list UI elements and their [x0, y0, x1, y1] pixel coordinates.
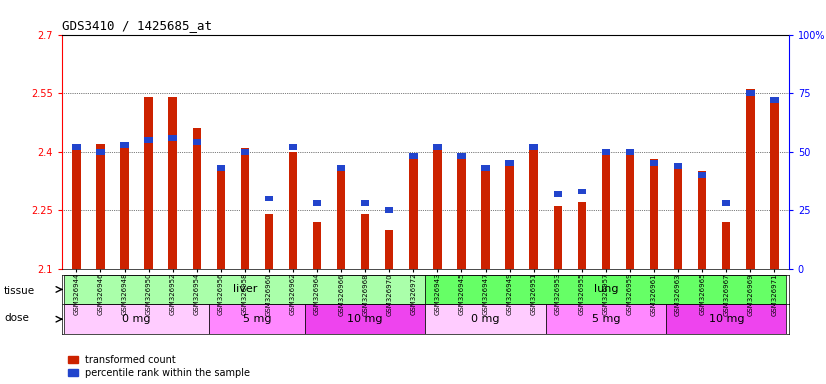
- Bar: [650, 161, 658, 166]
- Bar: [482, 167, 490, 269]
- Bar: [458, 154, 466, 159]
- Bar: [192, 139, 201, 145]
- Bar: [169, 135, 177, 141]
- Bar: [240, 149, 249, 155]
- Bar: [546, 304, 666, 334]
- Bar: [433, 144, 442, 150]
- Text: lung: lung: [594, 285, 618, 295]
- Bar: [482, 165, 490, 171]
- Bar: [264, 195, 273, 202]
- Bar: [425, 304, 546, 334]
- Text: dose: dose: [4, 313, 29, 323]
- Bar: [722, 200, 730, 206]
- Text: 5 mg: 5 mg: [591, 314, 620, 324]
- Bar: [97, 149, 105, 155]
- Bar: [289, 152, 297, 269]
- Bar: [289, 144, 297, 150]
- Bar: [425, 275, 786, 304]
- Bar: [216, 165, 225, 171]
- Bar: [121, 142, 129, 147]
- Bar: [577, 202, 586, 269]
- Bar: [361, 200, 369, 206]
- Bar: [72, 144, 81, 269]
- Bar: [722, 222, 730, 269]
- Bar: [770, 97, 779, 103]
- Bar: [529, 144, 538, 150]
- Bar: [506, 161, 514, 166]
- Bar: [361, 214, 369, 269]
- Bar: [674, 163, 682, 169]
- Bar: [64, 304, 209, 334]
- Text: GDS3410 / 1425685_at: GDS3410 / 1425685_at: [62, 19, 212, 32]
- Bar: [601, 149, 610, 155]
- Bar: [666, 304, 786, 334]
- Bar: [72, 144, 81, 150]
- Bar: [698, 171, 706, 269]
- Bar: [192, 128, 201, 269]
- Legend: transformed count, percentile rank within the sample: transformed count, percentile rank withi…: [67, 354, 251, 379]
- Bar: [506, 164, 514, 269]
- Bar: [337, 165, 345, 171]
- Bar: [553, 206, 562, 269]
- Bar: [433, 148, 442, 269]
- Bar: [770, 97, 779, 269]
- Bar: [385, 230, 393, 269]
- Bar: [264, 214, 273, 269]
- Text: tissue: tissue: [4, 286, 36, 296]
- Bar: [169, 97, 177, 269]
- Bar: [216, 167, 225, 269]
- Text: 10 mg: 10 mg: [348, 314, 383, 324]
- Bar: [746, 90, 754, 96]
- Bar: [650, 159, 658, 269]
- Bar: [337, 167, 345, 269]
- Text: liver: liver: [233, 285, 257, 295]
- Bar: [145, 137, 153, 143]
- Bar: [601, 152, 610, 269]
- Bar: [577, 189, 586, 194]
- Bar: [313, 222, 321, 269]
- Bar: [64, 275, 425, 304]
- Bar: [121, 148, 129, 269]
- Text: 10 mg: 10 mg: [709, 314, 744, 324]
- Bar: [553, 191, 562, 197]
- Bar: [145, 97, 153, 269]
- Text: 0 mg: 0 mg: [472, 314, 500, 324]
- Bar: [626, 149, 634, 155]
- Bar: [305, 304, 425, 334]
- Text: 5 mg: 5 mg: [243, 314, 271, 324]
- Bar: [458, 156, 466, 269]
- Bar: [240, 148, 249, 269]
- Text: 0 mg: 0 mg: [122, 314, 151, 324]
- Bar: [97, 144, 105, 269]
- Bar: [209, 304, 305, 334]
- Bar: [409, 154, 418, 159]
- Bar: [626, 152, 634, 269]
- Bar: [313, 200, 321, 206]
- Bar: [698, 172, 706, 178]
- Bar: [409, 156, 418, 269]
- Bar: [529, 148, 538, 269]
- Bar: [746, 89, 754, 269]
- Bar: [385, 207, 393, 213]
- Bar: [674, 164, 682, 269]
